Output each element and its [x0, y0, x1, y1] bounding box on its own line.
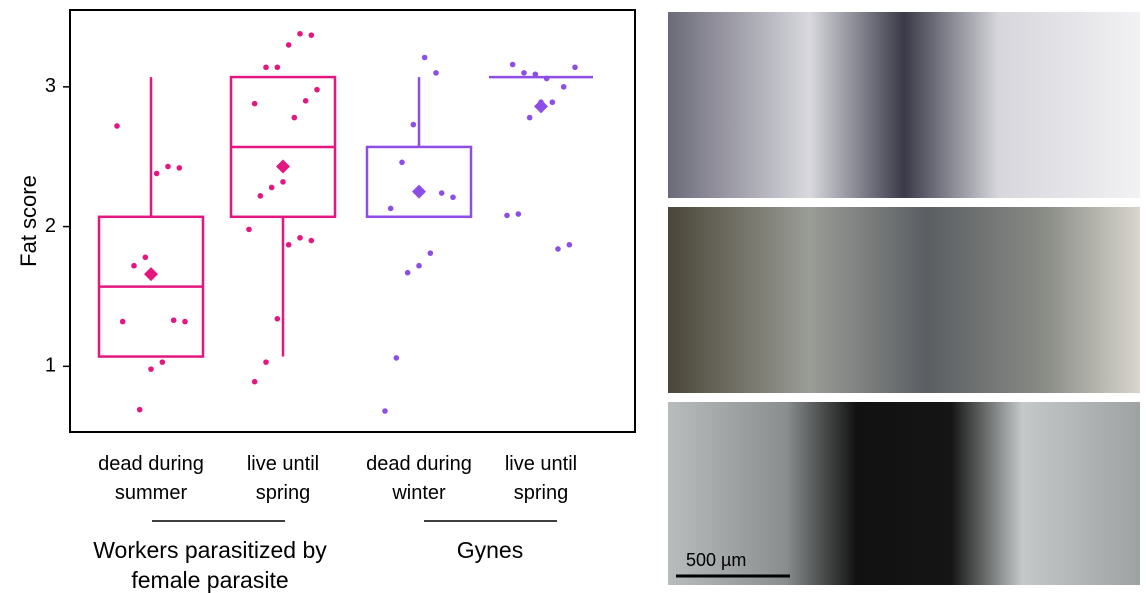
data-point	[165, 163, 171, 170]
data-point	[549, 99, 556, 106]
data-point	[114, 123, 120, 129]
x-tick-label: dead during winter	[366, 453, 472, 504]
data-point	[410, 121, 417, 128]
data-point	[182, 318, 188, 325]
mean-marker	[534, 99, 548, 114]
data-point	[285, 241, 292, 248]
x-tick-label: live until spring	[504, 453, 578, 504]
data-point	[308, 32, 315, 38]
data-point	[515, 211, 522, 217]
data-point	[393, 355, 400, 361]
data-point	[263, 359, 269, 365]
data-point	[433, 70, 439, 76]
x-tick-label: dead during summer	[98, 453, 204, 504]
data-point	[438, 190, 445, 196]
plot-frame	[69, 9, 636, 433]
data-point	[387, 205, 394, 212]
data-point	[136, 406, 143, 413]
data-point	[399, 159, 405, 166]
data-point	[504, 212, 510, 219]
data-point	[572, 64, 578, 71]
data-point	[382, 408, 388, 414]
photo-panel	[668, 207, 1140, 393]
data-point	[246, 226, 252, 233]
data-point	[308, 237, 315, 244]
data-point	[176, 165, 183, 171]
data-point	[170, 317, 177, 324]
data-point	[416, 262, 422, 269]
data-point	[274, 316, 281, 322]
data-point	[314, 86, 320, 93]
data-point	[297, 234, 303, 241]
data-point	[119, 318, 126, 325]
data-point	[526, 114, 533, 121]
data-point	[274, 64, 281, 71]
data-point	[566, 241, 573, 248]
data-point	[148, 366, 154, 372]
box	[365, 145, 473, 219]
data-point	[285, 42, 292, 48]
data-point	[291, 114, 298, 121]
group-label: Gynes	[456, 537, 524, 563]
group-label: Workers parasitized by female parasite	[93, 537, 327, 593]
data-point	[450, 194, 456, 201]
y-tick-label: 2	[45, 215, 56, 237]
data-point	[555, 246, 561, 252]
y-axis-label: Fat score	[16, 175, 41, 267]
mean-marker	[412, 184, 426, 199]
data-point	[302, 98, 309, 104]
data-point	[427, 250, 434, 256]
data-point	[142, 254, 149, 261]
y-tick-label: 3	[45, 75, 56, 97]
data-point	[251, 100, 258, 107]
photo-panel	[668, 402, 1140, 585]
y-tick-label: 1	[45, 355, 56, 377]
data-point	[263, 64, 269, 71]
data-point	[159, 359, 166, 365]
mean-marker	[276, 159, 290, 174]
data-point	[421, 54, 428, 61]
data-point	[131, 262, 137, 269]
data-point	[280, 179, 286, 185]
data-point	[404, 269, 411, 276]
data-point	[521, 70, 527, 76]
data-point	[543, 75, 550, 82]
data-point	[153, 170, 160, 177]
data-point	[532, 71, 539, 78]
data-point	[251, 378, 258, 385]
scale-bar-label: 500 µm	[686, 550, 746, 570]
data-point	[560, 84, 567, 90]
data-point	[509, 61, 516, 68]
photo-panel	[668, 12, 1140, 198]
mean-marker	[144, 267, 158, 282]
data-point	[257, 193, 264, 199]
x-tick-label: live until spring	[246, 453, 320, 504]
data-point	[297, 30, 303, 37]
data-point	[268, 184, 275, 191]
